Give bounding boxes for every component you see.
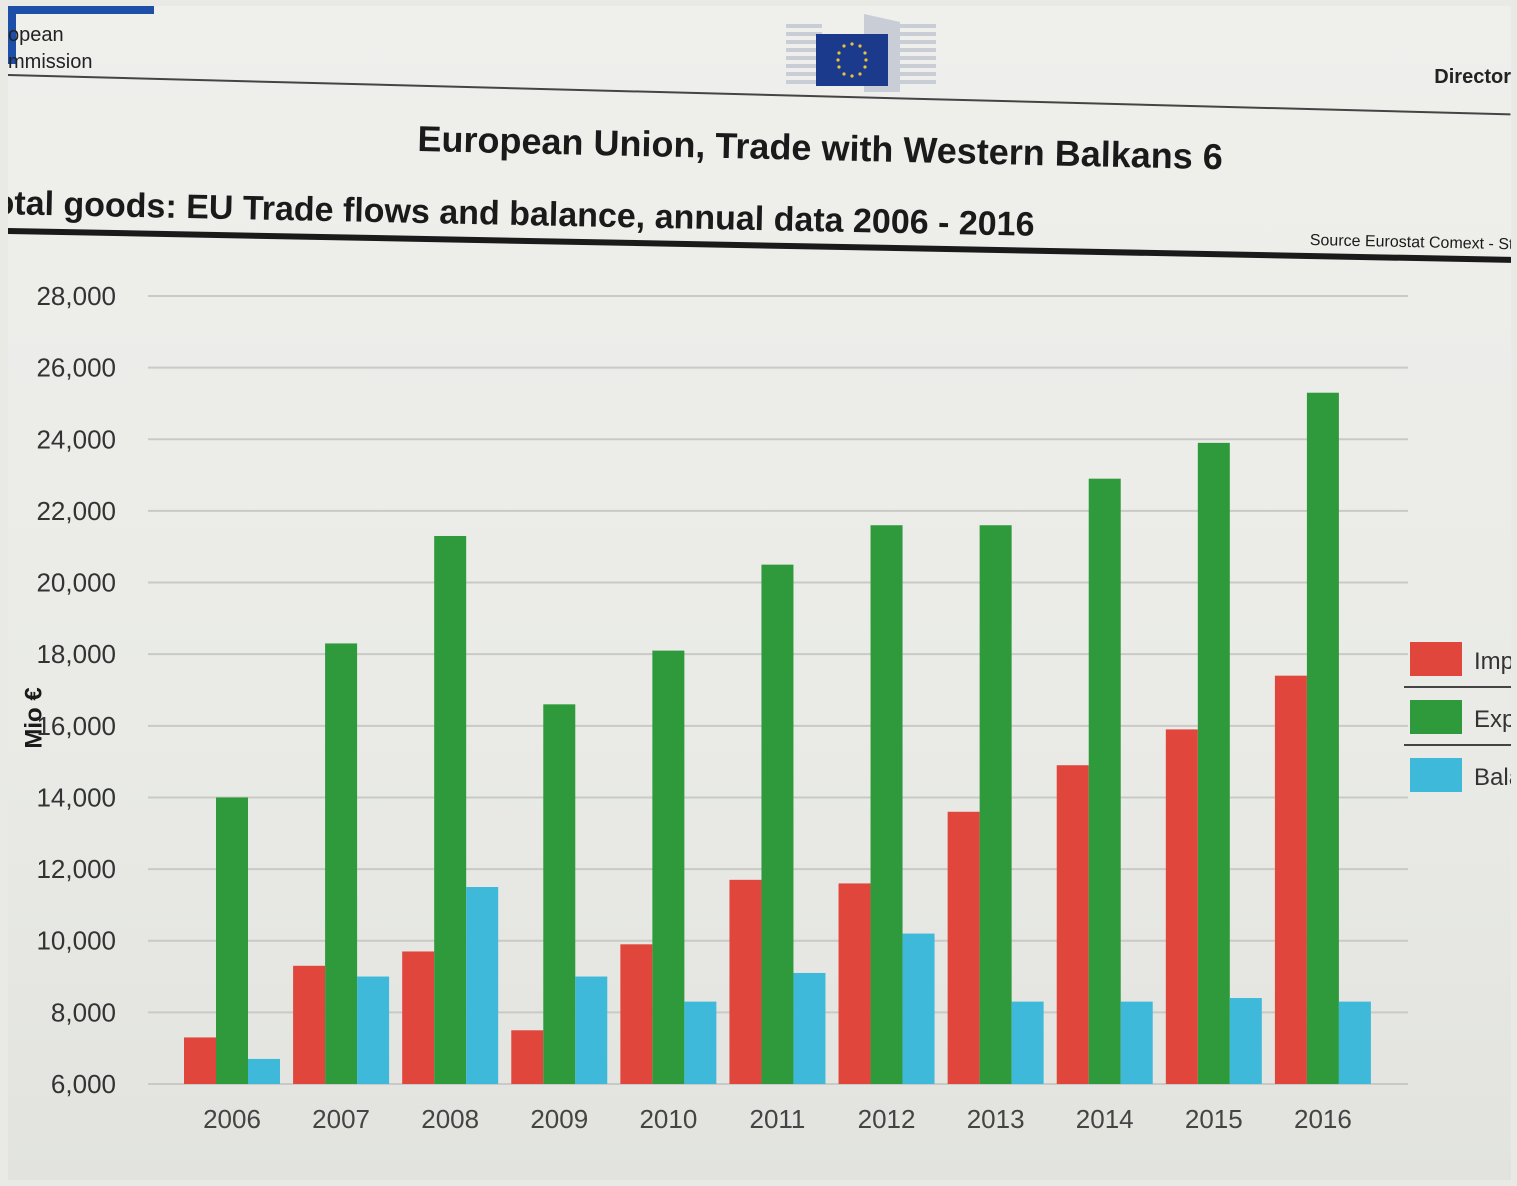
- legend-item-bala: Bala: [1404, 758, 1511, 808]
- y-tick-label: 28,000: [36, 281, 116, 311]
- x-tick-label: 2013: [967, 1104, 1025, 1134]
- bar-exp-2007: [325, 643, 358, 1084]
- bar-imp-2008: [402, 951, 435, 1084]
- bar-imp-2009: [511, 1030, 544, 1084]
- legend-label-exp: Exp: [1474, 706, 1511, 733]
- bar-chart: 6,000 8,000 10,000 12,000 14,000 16,000 18,000…: [36, 281, 1408, 1134]
- bar-bala-2011: [793, 972, 826, 1084]
- x-tick-label: 2006: [203, 1104, 261, 1134]
- y-tick-label: 6,000: [51, 1069, 116, 1099]
- browser-corner-mark-side: [8, 6, 16, 64]
- bar-exp-2009: [543, 704, 576, 1084]
- bar-exp-2008: [434, 535, 467, 1084]
- x-tick-label: 2014: [1076, 1104, 1134, 1134]
- x-tick-label: 2011: [749, 1104, 805, 1134]
- bar-bala-2013: [1011, 1001, 1044, 1084]
- bar-exp-2016: [1306, 392, 1339, 1084]
- bar-bala-2009: [575, 976, 608, 1084]
- y-tick-label: 8,000: [51, 997, 116, 1027]
- legend-label-bala: Bala: [1474, 764, 1511, 791]
- y-tick-label: 20,000: [36, 568, 116, 598]
- x-tick-label: 2008: [421, 1104, 479, 1134]
- x-tick-label: 2007: [312, 1104, 370, 1134]
- bar-exp-2011: [761, 564, 794, 1084]
- browser-corner-mark: [8, 6, 154, 14]
- bar-imp-2016: [1274, 675, 1307, 1084]
- logo-line-1: opean: [8, 24, 64, 46]
- bar-exp-2012: [870, 525, 903, 1084]
- bar-imp-2006: [184, 1037, 216, 1084]
- y-tick-label: 24,000: [36, 424, 116, 454]
- bar-exp-2010: [652, 650, 685, 1084]
- directorate-label: Director: [1434, 66, 1511, 88]
- y-tick-label: 12,000: [36, 854, 116, 884]
- bar-exp-2013: [979, 525, 1012, 1084]
- bar-bala-2012: [902, 933, 935, 1084]
- bar-imp-2015: [1165, 729, 1198, 1084]
- legend-item-imp: Imp: [1404, 642, 1511, 692]
- bar-imp-2012: [838, 883, 871, 1084]
- bar-exp-2015: [1197, 442, 1230, 1084]
- bar-bala-2014: [1120, 1001, 1153, 1084]
- screen-page: opean mmission Director European Union, …: [8, 6, 1511, 1180]
- y-tick-label: 10,000: [36, 926, 116, 956]
- legend-swatch-bala: [1410, 758, 1462, 792]
- bar-bala-2007: [357, 976, 390, 1084]
- bar-bala-2016: [1338, 1001, 1371, 1084]
- x-tick-label: 2010: [639, 1104, 697, 1134]
- logo-line-2: mmission: [8, 51, 93, 73]
- y-tick-label: 26,000: [36, 353, 116, 383]
- y-tick-label: 18,000: [36, 639, 116, 669]
- y-tick-label: 22,000: [36, 496, 116, 526]
- bar-imp-2013: [947, 811, 980, 1084]
- legend-swatch-imp: [1410, 642, 1462, 676]
- legend-rule: [1404, 744, 1511, 746]
- x-tick-label: 2016: [1294, 1104, 1352, 1134]
- bar-bala-2015: [1229, 998, 1262, 1084]
- bar-imp-2011: [729, 879, 762, 1084]
- x-tick-label: 2009: [530, 1104, 588, 1134]
- bar-imp-2007: [293, 965, 326, 1084]
- legend-swatch-exp: [1410, 700, 1462, 734]
- chart-legend: Imp Exp Bala: [1404, 642, 1511, 816]
- y-tick-label: 16,000: [36, 711, 116, 741]
- bar-bala-2006: [248, 1058, 280, 1084]
- legend-label-imp: Imp: [1474, 648, 1511, 675]
- bar-imp-2014: [1056, 765, 1089, 1084]
- y-tick-label: 14,000: [36, 782, 116, 812]
- bar-exp-2014: [1088, 478, 1121, 1084]
- legend-rule: [1404, 686, 1511, 688]
- eu-flag-emblem-icon: [786, 14, 936, 92]
- legend-item-exp: Exp: [1404, 700, 1511, 750]
- bar-exp-2006: [216, 797, 248, 1084]
- bar-bala-2010: [684, 1001, 717, 1084]
- x-tick-label: 2012: [858, 1104, 916, 1134]
- bar-bala-2008: [466, 887, 499, 1084]
- x-tick-label: 2015: [1185, 1104, 1243, 1134]
- bar-imp-2010: [620, 944, 653, 1084]
- european-commission-logo-text: opean mmission: [8, 22, 92, 76]
